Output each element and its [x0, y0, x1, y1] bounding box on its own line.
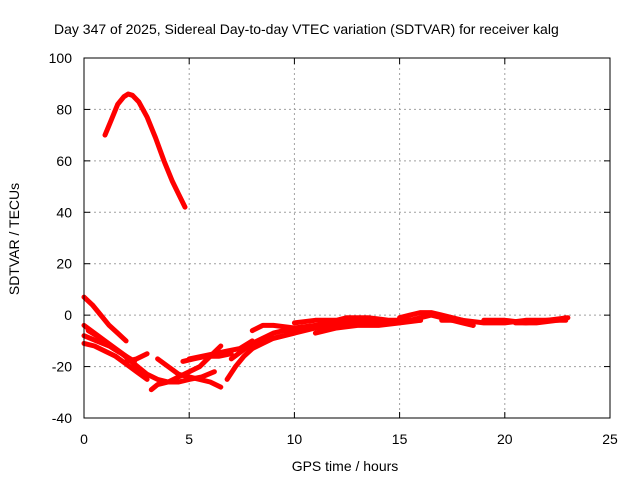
- series-line-arc-22: [512, 315, 569, 326]
- axis-ticks: 0 5 10 15 20 25 -40 -20 0 20 40 60 80 100: [49, 50, 618, 447]
- y-tick-label: -20: [52, 359, 72, 375]
- x-tick-label: 5: [185, 431, 193, 447]
- series-line-arc-16: [291, 315, 413, 326]
- plot-series: [81, 91, 571, 393]
- y-tick-label: 20: [56, 256, 72, 272]
- y-tick-label: -40: [52, 410, 72, 426]
- chart-title: Day 347 of 2025, Sidereal Day-to-day VTE…: [54, 21, 559, 37]
- y-tick-label: 0: [64, 307, 72, 323]
- y-tick-label: 80: [56, 101, 72, 117]
- x-tick-label: 20: [497, 431, 513, 447]
- y-axis-label: SDTVAR / TECUs: [6, 183, 22, 295]
- x-axis-label: GPS time / hours: [292, 458, 399, 474]
- x-tick-label: 10: [287, 431, 303, 447]
- plot-frame: [83, 57, 611, 419]
- y-tick-label: 100: [49, 50, 73, 66]
- x-tick-label: 0: [80, 431, 88, 447]
- series-line-arc-6: [85, 328, 137, 364]
- y-tick-label: 60: [56, 153, 72, 169]
- series-line-arc-19: [407, 312, 476, 328]
- series-line-arc-17: [312, 317, 424, 336]
- x-tick-label: 15: [392, 431, 408, 447]
- series-line-arc-5: [81, 340, 150, 382]
- x-tick-label: 25: [602, 431, 618, 447]
- series-line-arc-11: [186, 338, 255, 362]
- series-line-arc-9: [155, 356, 224, 390]
- series-line-arc-7: [123, 351, 150, 364]
- series-line-arc-13: [228, 325, 308, 362]
- series-line-arc-2: [81, 294, 129, 344]
- y-tick-label: 40: [56, 204, 72, 220]
- series-line-arc-1: [102, 91, 188, 210]
